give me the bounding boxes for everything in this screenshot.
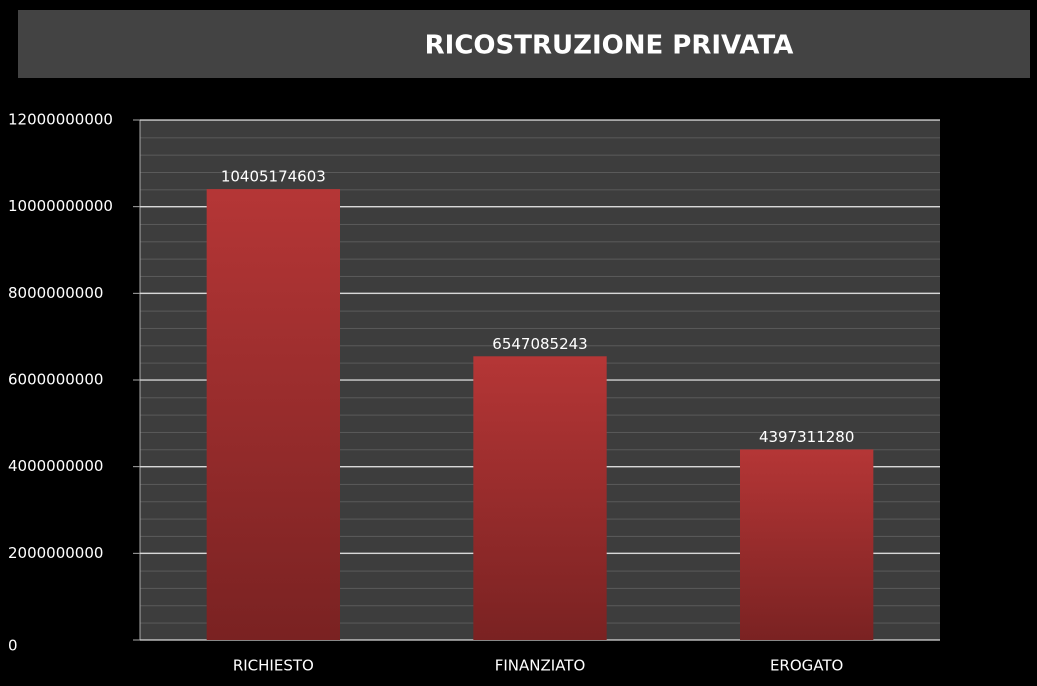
data-label: 10405174603 [221, 168, 326, 186]
chart-title: RICOSTRUZIONE PRIVATA [425, 31, 794, 61]
y-tick-label: 2000000000 [8, 544, 103, 562]
y-tick-label: 4000000000 [8, 457, 103, 475]
y-tick-label: 8000000000 [8, 284, 103, 302]
x-tick-label: FINANZIATO [495, 657, 586, 675]
x-tick-label: RICHIESTO [233, 657, 314, 675]
y-tick-label: 10000000000 [8, 197, 113, 215]
bar [206, 189, 340, 640]
data-label: 6547085243 [492, 335, 587, 353]
bar [740, 449, 874, 640]
y-tick-label: 12000000000 [8, 111, 113, 129]
y-tick-label: 6000000000 [8, 371, 103, 389]
y-tick-label: 0 [8, 637, 18, 655]
bar [473, 356, 607, 640]
data-label: 4397311280 [759, 428, 854, 446]
x-tick-label: EROGATO [770, 657, 843, 675]
title-bar [18, 10, 1030, 78]
